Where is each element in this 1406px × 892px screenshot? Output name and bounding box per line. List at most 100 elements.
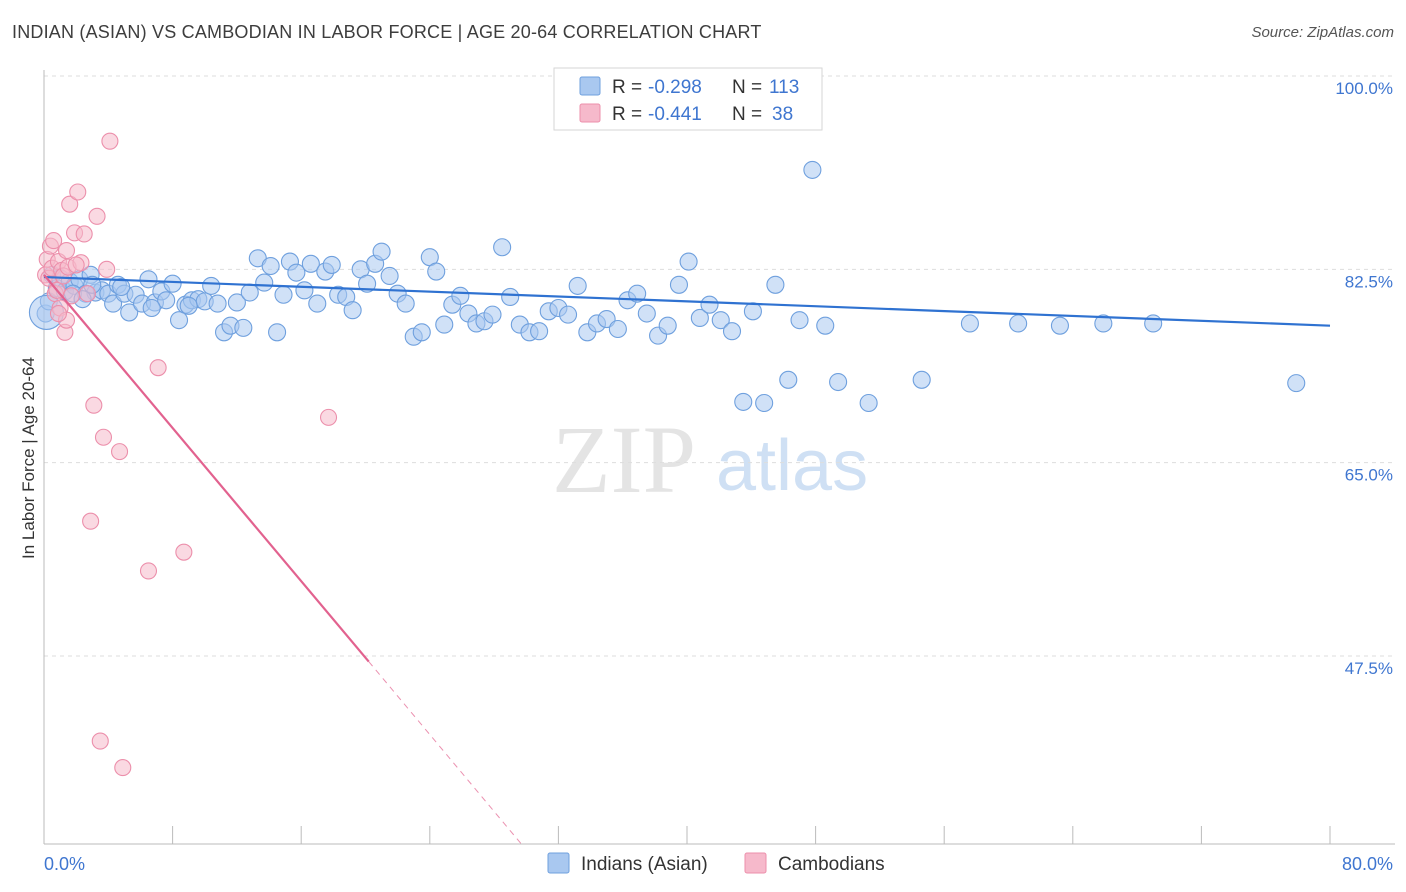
indians-point-40 [268, 323, 287, 342]
cambodians-point-27 [98, 260, 116, 278]
indians-point-51 [343, 301, 362, 320]
cambodians-point-25 [91, 732, 109, 750]
bottom-legend-swatch-indians [547, 852, 570, 874]
cambodians-point-20 [75, 225, 93, 243]
series-indians-points [28, 160, 1306, 413]
x-tick-label-max: 80.0% [1342, 854, 1393, 874]
y-tick-label-65: 65.0% [1345, 466, 1393, 485]
indians-point-84 [628, 284, 647, 303]
indians-point-87 [658, 316, 677, 335]
watermark-atlas: atlas [716, 426, 868, 506]
indians-point-91 [700, 295, 719, 314]
indians-point-38 [255, 273, 274, 292]
watermark-zip: ZIP [552, 406, 696, 513]
cambodians-point-36 [57, 242, 76, 260]
legend-r-value-1: -0.298 [648, 77, 702, 98]
grid-lines [44, 75, 1395, 657]
cambodians-point-23 [85, 396, 103, 414]
cambodians-point-21 [78, 285, 96, 303]
indians-point-77 [558, 305, 578, 324]
indians-point-23 [157, 291, 176, 310]
bottom-legend: Indians (Asian) Cambodians [547, 852, 885, 875]
legend-r-label-2: R = [612, 104, 642, 125]
indians-point-41 [274, 285, 293, 304]
indians-point-96 [755, 393, 774, 413]
indians-point-63 [435, 315, 454, 334]
indians-trend-line [43, 275, 1331, 327]
indians-point-89 [679, 252, 698, 271]
cambodians-point-35 [67, 256, 85, 274]
indians-point-110 [1287, 374, 1306, 393]
indians-point-55 [372, 242, 391, 261]
watermark: ZIP atlas [552, 406, 868, 513]
indians-point-25 [169, 311, 189, 330]
indians-point-24 [163, 274, 182, 293]
trend-lines [43, 274, 1331, 847]
bottom-legend-cambodians: Cambodians [778, 854, 885, 875]
source-label: Source: ZipAtlas.com [1251, 24, 1394, 41]
indians-point-39 [261, 256, 280, 276]
indians-point-45 [301, 254, 320, 273]
indians-point-90 [690, 308, 709, 327]
legend-box: R = -0.298 N = 113 R = -0.441 N = 38 [553, 67, 823, 131]
legend-n-value-1: 113 [769, 77, 799, 98]
indians-point-44 [295, 281, 314, 300]
y-tick-label-47.5: 47.5% [1345, 659, 1393, 678]
indians-point-34 [227, 293, 246, 312]
indians-point-106 [1009, 314, 1028, 333]
cambodians-point-28 [101, 132, 119, 150]
indians-point-71 [501, 287, 520, 307]
indians-point-17 [120, 303, 139, 322]
indians-point-105 [960, 314, 979, 333]
y-tick-label-100: 100.0% [1335, 79, 1393, 98]
bottom-legend-indians: Indians (Asian) [581, 854, 708, 875]
legend-n-value-2: 38 [772, 104, 793, 125]
indians-point-116 [179, 296, 198, 315]
cambodians-point-5 [45, 232, 63, 250]
y-tick-labels: 47.5% 65.0% 82.5% 100.0% [1335, 79, 1393, 678]
cambodians-trend-line [43, 274, 370, 663]
indians-point-48 [322, 255, 341, 274]
cambodians-point-32 [149, 359, 167, 377]
indians-point-98 [779, 370, 798, 389]
indians-point-82 [608, 319, 627, 339]
cambodians-point-30 [114, 759, 132, 777]
indians-point-95 [743, 302, 762, 321]
indians-point-104 [912, 370, 931, 389]
indians-point-56 [380, 266, 399, 286]
legend-r-label-1: R = [612, 77, 642, 98]
cambodians-point-31 [139, 562, 158, 580]
indians-point-107 [1050, 316, 1069, 335]
legend-swatch-cambodians [579, 103, 601, 123]
indians-point-65 [451, 286, 470, 305]
indians-point-93 [722, 322, 742, 341]
cambodians-point-18 [69, 183, 87, 201]
y-tick-label-82.5: 82.5% [1345, 272, 1393, 291]
indians-point-115 [142, 298, 161, 318]
indians-point-74 [530, 322, 549, 341]
legend-r-value-2: -0.441 [648, 104, 702, 125]
cambodians-point-24 [88, 207, 106, 225]
legend-n-label-1: N = [732, 77, 762, 98]
indians-point-101 [816, 316, 835, 335]
cambodians-point-33 [175, 543, 193, 561]
indians-point-58 [396, 294, 415, 313]
cambodians-point-34 [319, 408, 338, 426]
indians-point-85 [637, 304, 656, 323]
chart-title: INDIAN (ASIAN) VS CAMBODIAN IN LABOR FOR… [12, 22, 762, 42]
indians-point-97 [766, 275, 785, 294]
indians-point-99 [790, 311, 809, 330]
indians-point-109 [1144, 314, 1163, 333]
cambodians-point-26 [94, 428, 113, 446]
indians-point-92 [711, 311, 730, 330]
indians-point-103 [859, 393, 878, 413]
indians-point-62 [427, 262, 446, 281]
indians-point-35 [234, 318, 253, 337]
cambodians-point-37 [49, 304, 68, 323]
indians-point-53 [358, 274, 377, 293]
indians-point-114 [112, 277, 131, 297]
indians-point-20 [139, 270, 158, 289]
indians-point-43 [287, 263, 306, 282]
x-tick-label-min: 0.0% [44, 854, 85, 874]
indians-point-70 [493, 238, 512, 257]
